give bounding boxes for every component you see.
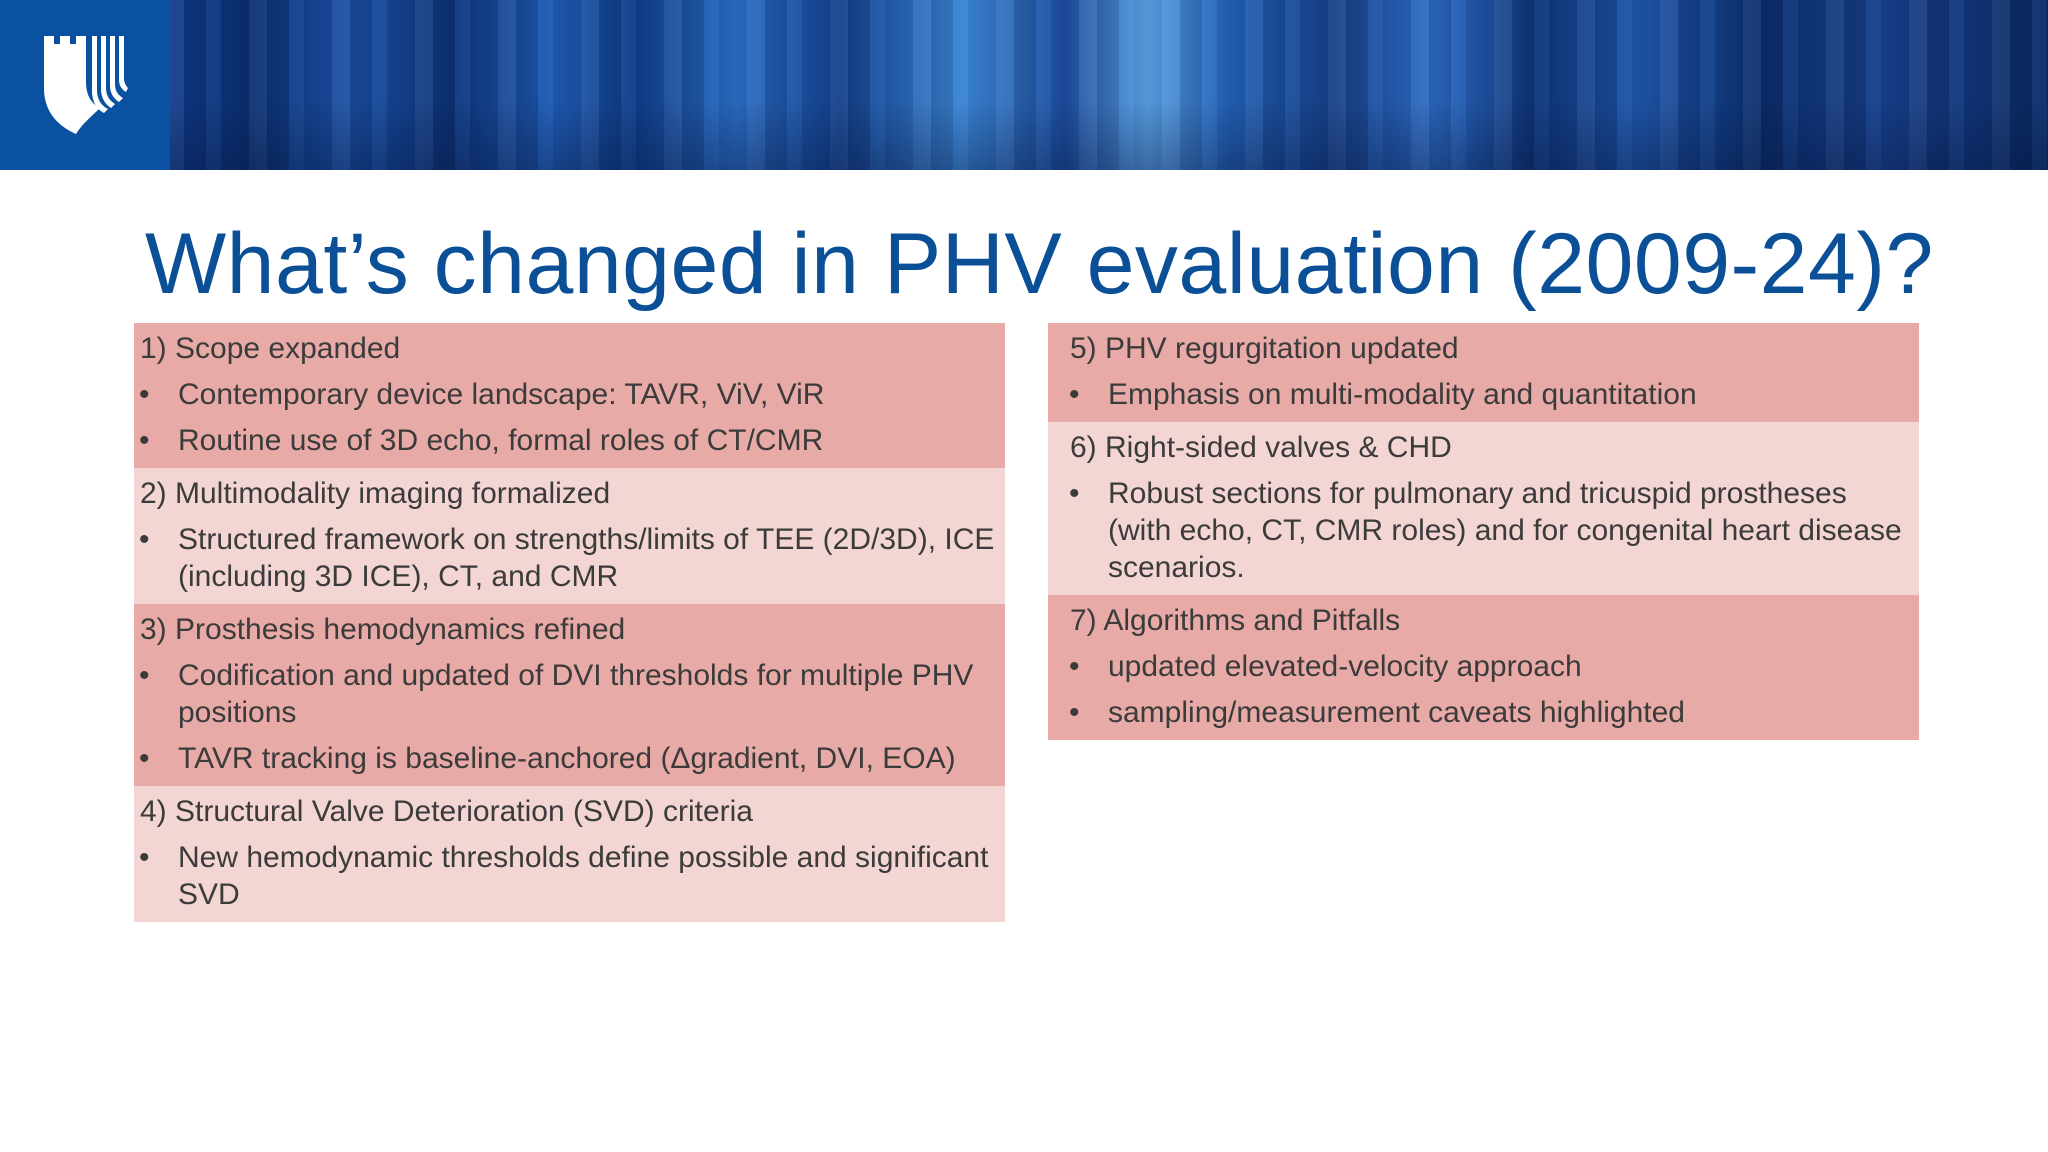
bullet-text: Routine use of 3D echo, formal roles of … <box>178 424 824 457</box>
bullet-text: Structured framework on strengths/limits… <box>178 523 995 593</box>
bullet-dot: • <box>1069 696 1080 729</box>
section-heading: 2) Multimodality imaging formalized <box>140 477 611 510</box>
bullet-item: • Codification and updated of DVI thresho… <box>134 650 1005 733</box>
bullet-dot: • <box>1069 650 1080 683</box>
logo <box>0 0 170 170</box>
banner-shade <box>0 100 2048 170</box>
section-heading: 3) Prosthesis hemodynamics refined <box>140 613 626 646</box>
section-algorithms: 7) Algorithms and Pitfalls • updated elev… <box>1048 595 1919 740</box>
bullet-dot: • <box>139 742 150 775</box>
bullet-dot: • <box>1069 378 1080 411</box>
bullet-text: New hemodynamic thresholds define possib… <box>178 841 989 911</box>
section-heading: 4) Structural Valve Deterioration (SVD) … <box>140 795 753 828</box>
bullet-item: • Emphasis on multi-modality and quantita… <box>1048 369 1919 422</box>
bullet-text: Emphasis on multi-modality and quantitat… <box>1108 378 1697 411</box>
section-scope: 1) Scope expanded • Contemporary device l… <box>134 323 1005 468</box>
bullet-text: sampling/measurement caveats highlighted <box>1108 696 1685 729</box>
section-heading: 7) Algorithms and Pitfalls <box>1070 604 1401 637</box>
section-regurgitation: 5) PHV regurgitation updated • Emphasis o… <box>1048 323 1919 422</box>
bullet-dot: • <box>139 841 150 874</box>
section-right-sided: 6) Right-sided valves & CHD • Robust sect… <box>1048 422 1919 595</box>
slide-title: What’s changed in PHV evaluation (2009-2… <box>145 216 1934 312</box>
duke-shield-logo-icon <box>44 36 128 134</box>
bullet-dot: • <box>139 659 150 692</box>
bullet-item: • sampling/measurement caveats highlighte… <box>1048 687 1919 740</box>
section-heading: 1) Scope expanded <box>140 332 401 365</box>
bullet-item: • TAVR tracking is baseline-anchored (Δgr… <box>134 733 1005 786</box>
section-heading: 5) PHV regurgitation updated <box>1070 332 1459 365</box>
bullet-item: • Robust sections for pulmonary and tricu… <box>1048 468 1919 595</box>
section-svd: 4) Structural Valve Deterioration (SVD) … <box>134 786 1005 922</box>
bullet-item: • updated elevated-velocity approach <box>1048 641 1919 687</box>
bullet-item: • Structured framework on strengths/limit… <box>134 514 1005 604</box>
bullet-text: Robust sections for pulmonary and tricus… <box>1108 477 1902 584</box>
bullet-text: Codification and updated of DVI threshol… <box>178 659 974 729</box>
bullet-dot: • <box>139 424 150 457</box>
bullet-text: Contemporary device landscape: TAVR, ViV… <box>178 378 825 411</box>
bullet-text: TAVR tracking is baseline-anchored (Δgra… <box>178 742 956 775</box>
header-banner <box>0 0 2048 170</box>
bullet-item: • New hemodynamic thresholds define possi… <box>134 832 1005 922</box>
banner-stripes <box>0 0 2048 170</box>
bullet-text: updated elevated-velocity approach <box>1108 650 1582 683</box>
section-hemodynamics: 3) Prosthesis hemodynamics refined • Codi… <box>134 604 1005 786</box>
section-heading: 6) Right-sided valves & CHD <box>1070 431 1452 464</box>
section-multimodality: 2) Multimodality imaging formalized • Str… <box>134 468 1005 604</box>
left-column: 1) Scope expanded • Contemporary device l… <box>134 323 1005 922</box>
bullet-item: • Contemporary device landscape: TAVR, Vi… <box>134 369 1005 415</box>
right-column: 5) PHV regurgitation updated • Emphasis o… <box>1048 323 1919 740</box>
bullet-item: • Routine use of 3D echo, formal roles of… <box>134 415 1005 468</box>
bullet-dot: • <box>1069 477 1080 510</box>
bullet-dot: • <box>139 523 150 556</box>
bullet-dot: • <box>139 378 150 411</box>
